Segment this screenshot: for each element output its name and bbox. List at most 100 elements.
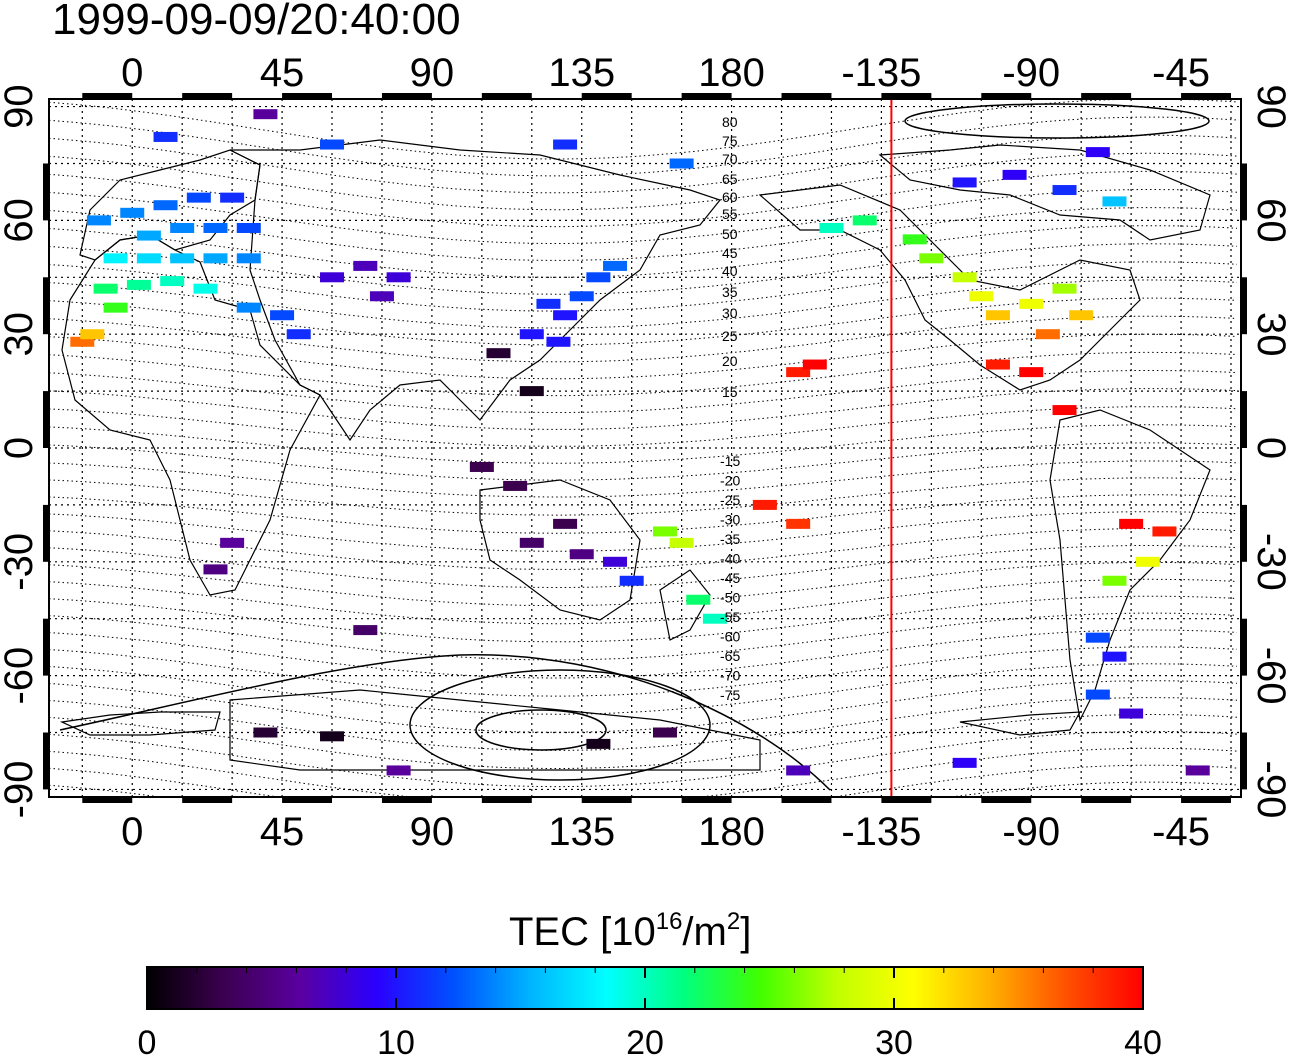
tec-point: [320, 139, 345, 150]
magnetic-latitude-label: -20: [720, 473, 740, 489]
coastline: [659, 569, 711, 641]
frame-tick-right: [1242, 391, 1247, 448]
tec-point: [1085, 689, 1110, 700]
magnetic-contour: [49, 225, 1238, 278]
magnetic-latitude-label: 50: [722, 226, 738, 242]
tec-point: [919, 253, 944, 264]
tec-point: [170, 253, 195, 264]
lat-tick-label-left: -90: [0, 761, 41, 819]
frame-tick-top: [481, 93, 532, 98]
tec-point: [1035, 329, 1060, 340]
magnetic-contour: [49, 730, 1238, 788]
lat-tick-label-right: 90: [1249, 84, 1292, 129]
tec-point: [70, 336, 95, 347]
colorbar-ticks: 0 10 20 30 40: [138, 967, 1162, 1057]
lon-tick-label-top: -45: [1152, 51, 1210, 95]
tec-point: [852, 215, 877, 226]
magnetic-contour: [49, 714, 1238, 769]
magnetic-contour: [49, 424, 1238, 464]
tec-point: [1052, 283, 1077, 294]
tec-point: [286, 329, 311, 340]
lon-tick-label-top: -90: [1002, 51, 1060, 95]
lon-tick-label-top: 180: [698, 51, 765, 95]
tec-point: [369, 291, 394, 302]
magnetic-contour: [49, 528, 1238, 570]
tec-point: [952, 177, 977, 188]
magnetic-contour: [49, 243, 1238, 295]
magnetic-contour: [49, 494, 1238, 534]
colorbar-title: TEC [1016/m2]: [509, 908, 751, 954]
magnetic-contour: [49, 747, 1238, 797]
tec-point: [253, 109, 278, 120]
tec-point: [1052, 405, 1077, 416]
south-polar-oval-inner: [475, 709, 607, 751]
frame-tick-right: [1242, 277, 1247, 335]
lat-tick-label-right: 0: [1249, 437, 1292, 459]
tec-point: [469, 461, 494, 472]
map-frame-ticks: [43, 93, 1247, 803]
tec-point: [126, 279, 151, 290]
magnetic-latitude-label: 60: [722, 189, 738, 205]
tec-point: [603, 260, 628, 271]
lon-tick-label-bottom: -135: [841, 810, 921, 854]
colorbar-title-unit-exponent: 2: [727, 908, 740, 935]
tec-point: [1069, 310, 1094, 321]
tec-point: [136, 230, 161, 241]
frame-tick-bottom: [381, 798, 432, 803]
map-border: [48, 98, 1242, 798]
magnetic-contour: [49, 170, 1238, 228]
south-contour-arc: [59, 654, 831, 791]
magnetic-contour: [49, 388, 1238, 430]
tec-point: [1135, 556, 1160, 567]
lat-tick-label-right: 60: [1249, 198, 1292, 243]
magnetic-contour: [49, 351, 1238, 397]
lat-tick-label-left: -60: [0, 647, 41, 705]
tec-point: [160, 276, 185, 287]
frame-tick-right: [1242, 163, 1247, 221]
magnetic-contour: [49, 646, 1238, 697]
frame-tick-right: [1242, 732, 1247, 790]
magnetic-contour: [49, 595, 1238, 643]
tec-point: [486, 348, 511, 359]
frame-tick-top: [681, 93, 732, 98]
lon-tick-label-bottom: 90: [410, 810, 455, 854]
tec-point: [1185, 765, 1210, 776]
magnetic-contour: [49, 315, 1238, 363]
lat-tick-label-right: -30: [1249, 533, 1292, 591]
magnetic-latitude-label: -60: [720, 629, 740, 645]
tec-point: [546, 336, 571, 347]
left-latitude-axis: 90 60 30 0 -30 -60 -90: [0, 84, 41, 818]
colorbar: TEC [1016/m2] 0 10 20 30 40: [138, 908, 1162, 1057]
magnetic-latitude-label: -40: [720, 551, 740, 567]
tec-point: [519, 329, 544, 340]
colorbar-tick-label: 40: [1124, 1024, 1162, 1057]
tec-point: [1119, 708, 1144, 719]
frame-tick-top: [981, 93, 1032, 98]
tec-point: [652, 526, 677, 537]
colorbar-title-unit: /m: [682, 910, 726, 954]
colorbar-title-suffix: ]: [740, 910, 751, 954]
tec-point: [153, 200, 178, 211]
coastline: [229, 139, 722, 442]
frame-tick-bottom: [182, 798, 233, 803]
magnetic-latitude-label: 30: [722, 305, 738, 321]
tec-point: [786, 518, 811, 529]
tec-point: [553, 139, 578, 150]
tec-point: [1085, 632, 1110, 643]
tec-point: [985, 359, 1010, 370]
tec-point: [586, 272, 611, 283]
coastline: [59, 711, 221, 736]
magnetic-latitude-label: 45: [722, 245, 738, 261]
tec-point: [686, 594, 711, 605]
map-title: 1999-09-09/20:40:00: [52, 0, 461, 44]
tec-point: [786, 367, 811, 378]
tec-point: [569, 549, 594, 560]
magnetic-latitude-label: 65: [722, 171, 738, 187]
lon-tick-label-bottom: 180: [698, 810, 765, 854]
magnetic-contour: [49, 697, 1238, 751]
tec-point: [320, 731, 345, 742]
tec-point: [1102, 575, 1127, 586]
bottom-longitude-axis: 0 45 90 135 180 -135 -90 -45: [121, 810, 1210, 854]
lat-tick-label-left: 30: [0, 312, 41, 357]
